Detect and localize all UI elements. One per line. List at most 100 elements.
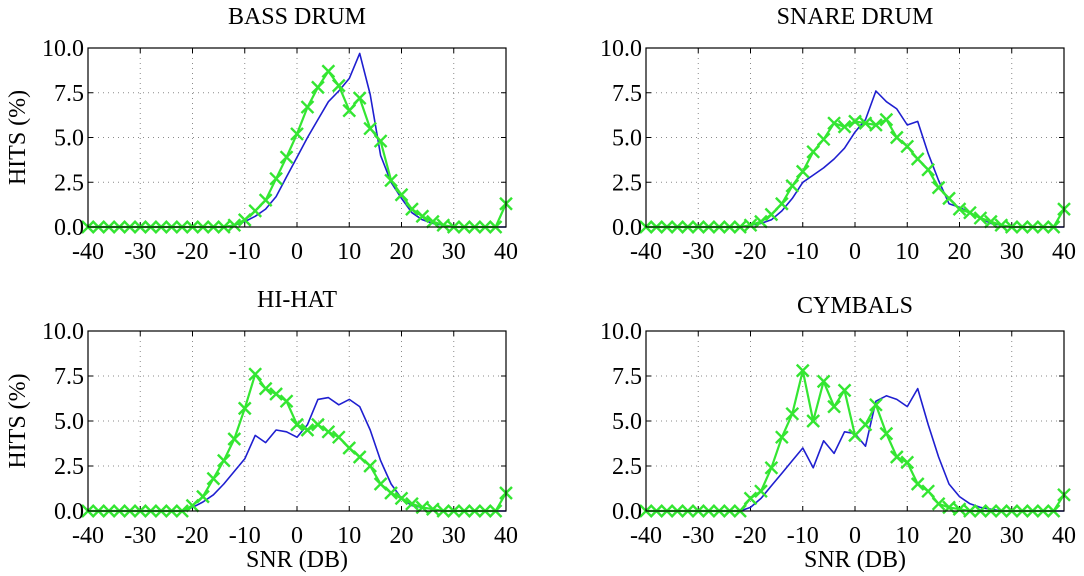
marker-stroke xyxy=(795,164,810,179)
marker-stroke xyxy=(352,450,367,464)
marker-stroke xyxy=(879,426,894,441)
data-point-marker xyxy=(415,209,430,224)
marker-stroke xyxy=(775,430,789,445)
marker-stroke xyxy=(426,214,440,229)
y-tick-label: 0.0 xyxy=(54,215,84,241)
x-tick-label: 40 xyxy=(1052,523,1076,549)
data-point-marker xyxy=(879,426,894,441)
x-tick-label: 0 xyxy=(291,523,303,549)
data-point-marker xyxy=(290,417,304,432)
marker-stroke xyxy=(910,152,925,166)
marker-stroke xyxy=(363,459,377,473)
plot-frame xyxy=(87,47,507,228)
marker-stroke xyxy=(743,491,758,506)
data-point-marker xyxy=(279,150,294,165)
data-point-marker xyxy=(785,178,800,193)
data-point-marker xyxy=(743,491,758,506)
data-point-marker xyxy=(764,207,779,222)
data-point-marker xyxy=(889,450,904,464)
chart-title: CYMBALS xyxy=(797,293,913,319)
data-point-marker xyxy=(879,112,894,127)
marker-stroke xyxy=(331,430,346,445)
y-tick-label: 0.0 xyxy=(54,499,84,525)
data-point-marker xyxy=(331,430,346,445)
marker-stroke xyxy=(248,367,263,382)
data-point-marker xyxy=(217,453,231,468)
marker-stroke xyxy=(426,502,440,517)
marker-stroke xyxy=(785,178,800,193)
y-tick-label: 10.0 xyxy=(600,36,642,62)
marker-stroke xyxy=(321,64,336,79)
x-tick-label: -20 xyxy=(735,523,767,549)
marker-stroke xyxy=(837,119,852,134)
x-tick-label: -20 xyxy=(177,523,209,549)
chart-panel-1: -40 -30 -20 -10 0 10 20 30 40 0.0 2.5 5.0 7.5 10.0 BAS… xyxy=(5,4,518,265)
data-point-marker xyxy=(196,489,210,504)
x-tick-label: -20 xyxy=(735,239,767,265)
data-point-marker xyxy=(394,491,409,506)
x-tick-label: -20 xyxy=(177,239,209,265)
data-point-marker xyxy=(258,381,273,396)
marker-stroke xyxy=(269,387,283,401)
marker-stroke xyxy=(743,218,758,233)
marker-stroke xyxy=(858,417,873,432)
marker-stroke xyxy=(973,211,988,225)
data-point-marker xyxy=(363,121,377,136)
marker-stroke xyxy=(248,204,263,218)
x-tick-label: -10 xyxy=(229,523,261,549)
marker-stroke xyxy=(795,363,810,378)
data-point-marker xyxy=(952,202,967,216)
marker-stroke xyxy=(290,127,304,141)
data-point-marker xyxy=(754,214,768,229)
data-point-marker xyxy=(775,196,789,211)
data-point-marker xyxy=(806,144,821,159)
data-point-marker xyxy=(869,397,883,412)
marker-stroke xyxy=(900,455,915,470)
data-point-marker xyxy=(994,218,1009,233)
data-point-marker xyxy=(248,204,263,218)
data-point-marker xyxy=(352,91,367,105)
data-point-marker xyxy=(785,406,800,421)
marker-stroke xyxy=(384,173,398,188)
marker-stroke xyxy=(869,397,883,412)
marker-stroke xyxy=(405,202,419,216)
x-tick-label: -40 xyxy=(72,239,104,265)
data-point-marker xyxy=(426,502,440,517)
data-point-marker xyxy=(436,218,451,233)
data-point-marker xyxy=(942,191,956,206)
data-point-marker xyxy=(795,363,810,378)
x-tick-label: -30 xyxy=(124,239,156,265)
x-axis-label: SNR (DB) xyxy=(804,547,906,573)
y-tick-label: 7.5 xyxy=(612,364,642,390)
data-point-marker xyxy=(806,414,821,428)
x-tick-label: 40 xyxy=(494,239,518,265)
data-point-marker xyxy=(816,374,831,389)
marker-stroke xyxy=(931,496,946,511)
marker-stroke xyxy=(889,450,904,464)
data-point-marker xyxy=(795,164,810,179)
data-point-marker xyxy=(764,460,779,475)
marker-stroke xyxy=(415,209,430,224)
marker-stroke xyxy=(342,103,357,118)
plot-frame xyxy=(87,330,507,512)
marker-stroke xyxy=(952,202,967,216)
chart-title: SNARE DRUM xyxy=(777,4,934,30)
data-point-marker xyxy=(300,100,315,114)
marker-stroke xyxy=(858,116,873,131)
y-tick-label: 2.5 xyxy=(612,170,642,196)
data-point-marker xyxy=(973,211,988,225)
marker-stroke xyxy=(300,423,315,437)
y-tick-label: 2.5 xyxy=(612,454,642,480)
x-tick-label: 30 xyxy=(1000,523,1024,549)
marker-stroke xyxy=(848,114,862,129)
data-point-marker xyxy=(300,423,315,437)
marker-stroke xyxy=(806,144,821,159)
data-point-marker xyxy=(227,432,242,446)
x-tick-label: -30 xyxy=(682,239,714,265)
data-point-marker xyxy=(858,116,873,131)
data-point-marker xyxy=(405,496,419,511)
data-point-marker xyxy=(363,459,377,473)
blue-series-line xyxy=(88,52,506,228)
marker-stroke xyxy=(269,171,283,186)
marker-stroke xyxy=(869,118,883,132)
